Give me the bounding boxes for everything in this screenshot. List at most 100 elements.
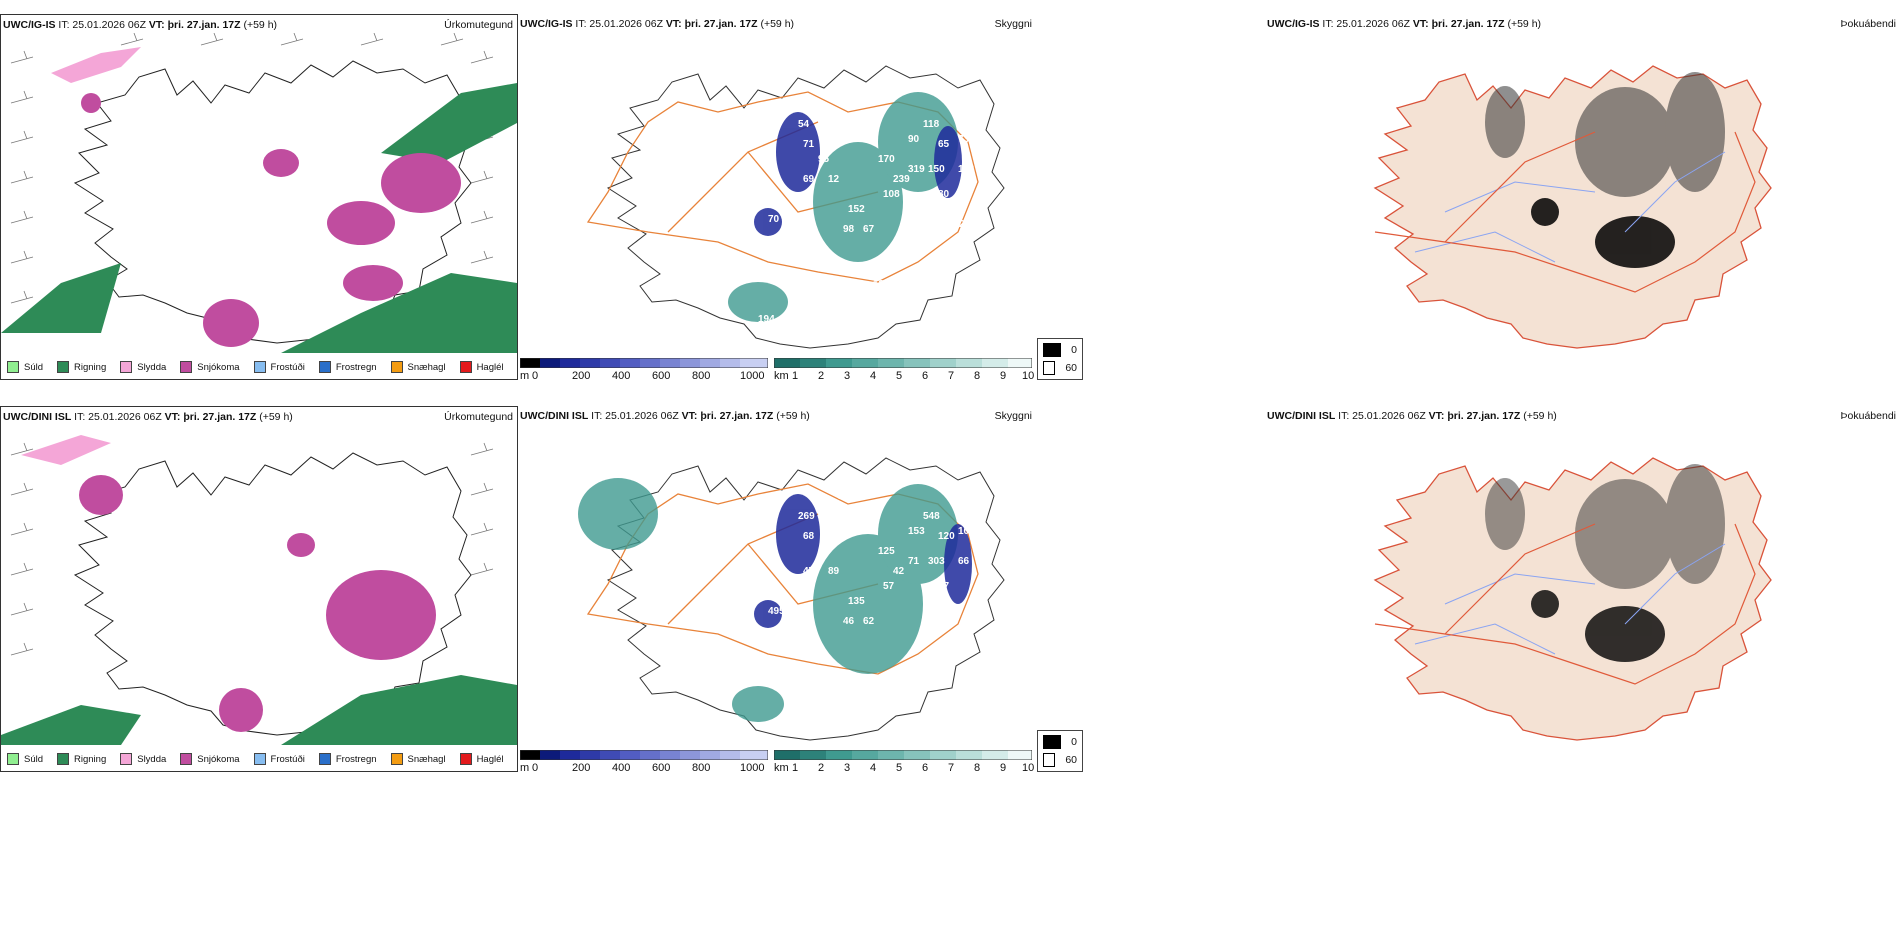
ceiling-label: 71 (803, 139, 815, 150)
ceiling-label: 54 (798, 119, 810, 130)
ceiling-label: 35 (838, 99, 850, 110)
m-colorbar-ramp (519, 357, 769, 369)
low-cloud-areas (578, 478, 958, 722)
roads (1374, 131, 1756, 293)
km-tick: 3 (844, 762, 851, 774)
ceiling-label: 98 (843, 224, 855, 235)
ceiling-label: 112 (958, 164, 975, 175)
precip-panel-row2: UWC/DINI ISL IT: 25.01.2026 06Z VT: þri.… (0, 406, 518, 772)
ceiling-m-colorbar: m 0 200 400 600 800 1000 (519, 749, 770, 774)
ceiling-label: 135 (848, 596, 865, 607)
legend-swatch (57, 753, 70, 765)
legend-swatch (318, 753, 331, 765)
legend-swatch (180, 361, 193, 373)
panel-title: UWC/IG-IS IT: 25.01.2026 06Z VT: þri. 27… (1267, 18, 1542, 30)
km-tick: 5 (896, 762, 903, 774)
panel-variable: Úrkomutegund (444, 411, 513, 423)
ceiling-label: 58 (853, 508, 865, 519)
km-tick: 7 (948, 762, 955, 774)
km-tick: 1 (792, 370, 799, 382)
sleet-areas (51, 47, 141, 83)
legend-swatch (120, 753, 133, 765)
km-tick: 7 (948, 370, 955, 382)
ceiling-label: 125 (878, 546, 895, 557)
ceiling-label: 57 (883, 581, 895, 592)
panel-title: UWC/IG-IS IT: 25.01.2026 06Z VT: þri. 27… (3, 19, 278, 31)
m-tick: 400 (612, 370, 631, 382)
ceiling-label: 319 (908, 164, 925, 175)
km-tick: 9 (1000, 762, 1007, 774)
rivers (1414, 151, 1726, 263)
ceiling-label: 66 (958, 556, 970, 567)
legend-swatch (253, 753, 266, 765)
ceiling-m-colorbar: m 0 200 400 600 800 1000 (519, 357, 770, 382)
ceiling-label: 194 (758, 314, 775, 325)
m-colorbar-ramp (519, 749, 769, 761)
panel-title: UWC/IG-IS IT: 25.01.2026 06Z VT: þri. 27… (520, 18, 795, 30)
km-tick: 10 (1022, 370, 1035, 382)
rivers (1414, 543, 1726, 655)
panel-variable: Þokuábendi (1840, 410, 1896, 422)
ceiling-label: 37 (948, 611, 960, 622)
dense-fog (1531, 590, 1665, 662)
ceiling-label: 69 (803, 174, 815, 185)
km-tick: 4 (870, 370, 877, 382)
panel-variable: Þokuábendi (1840, 18, 1896, 30)
ceiling-label: 71 (908, 556, 920, 567)
ceiling-label: 108 (883, 189, 900, 200)
ceiling-label: 80 (938, 189, 950, 200)
very-low-cloud-areas (754, 494, 972, 628)
m-tick: 600 (652, 762, 671, 774)
ceiling-label: 42 (893, 566, 905, 577)
ceiling-label: 54 (823, 526, 835, 537)
roads (1374, 523, 1756, 685)
ceiling-label: 180 (878, 264, 895, 275)
ceiling-label: 303 (928, 556, 945, 567)
km-tick: 2 (818, 762, 825, 774)
legend-swatch (253, 361, 266, 373)
m-tick: 200 (572, 370, 591, 382)
ceiling-label: 52 (818, 114, 830, 125)
panel-variable: Skyggni (994, 410, 1032, 422)
km-tick: 8 (974, 370, 981, 382)
ceiling-label: 120 (938, 531, 955, 542)
cloud-panel-row1: UWC/IG-IS IT: 25.01.2026 06Z VT: þri. 27… (518, 14, 1083, 382)
m-tick: 600 (652, 370, 671, 382)
m-tick: 800 (692, 762, 711, 774)
legend-swatch (120, 361, 133, 373)
km-tick: 9 (1000, 370, 1007, 382)
km-tick: 6 (922, 370, 929, 382)
ceiling-label: 548 (923, 511, 940, 522)
ceiling-label: 95 (818, 154, 830, 165)
ceiling-label: 269 (798, 511, 815, 522)
ceiling-label: 114 (838, 491, 855, 502)
ceiling-label: 239 (893, 174, 910, 185)
km-tick: 4 (870, 762, 877, 774)
legend-swatch (390, 361, 403, 373)
ceiling-label: 51 (853, 116, 865, 127)
panel-title: UWC/DINI ISL IT: 25.01.2026 06Z VT: þri.… (520, 410, 810, 422)
legend-swatch (459, 361, 472, 373)
rain-areas (1, 675, 517, 745)
dense-fog (1531, 198, 1675, 268)
panel-variable: Úrkomutegund (444, 19, 513, 31)
snow-areas (79, 475, 436, 732)
legend-swatch (318, 361, 331, 373)
ceiling-label: 62 (863, 616, 875, 627)
ceiling-label: 104 (958, 526, 975, 537)
ceiling-km-colorbar: km 1 2 3 4 5 6 7 8 9 10 (773, 357, 1036, 382)
panel-title: UWC/DINI ISL IT: 25.01.2026 06Z VT: þri.… (3, 411, 293, 423)
ceiling-label: 150 (928, 164, 945, 175)
legend-swatch (180, 753, 193, 765)
ceiling-label: 123 (873, 279, 890, 290)
legend-swatch (7, 361, 19, 373)
ceiling-label: 12 (828, 174, 840, 185)
ceiling-km-colorbar: km 1 2 3 4 5 6 7 8 9 10 (773, 749, 1036, 774)
ceiling-label: 118 (923, 119, 940, 130)
fog-shading (1485, 464, 1725, 589)
m-tick: 1000 (740, 370, 765, 382)
